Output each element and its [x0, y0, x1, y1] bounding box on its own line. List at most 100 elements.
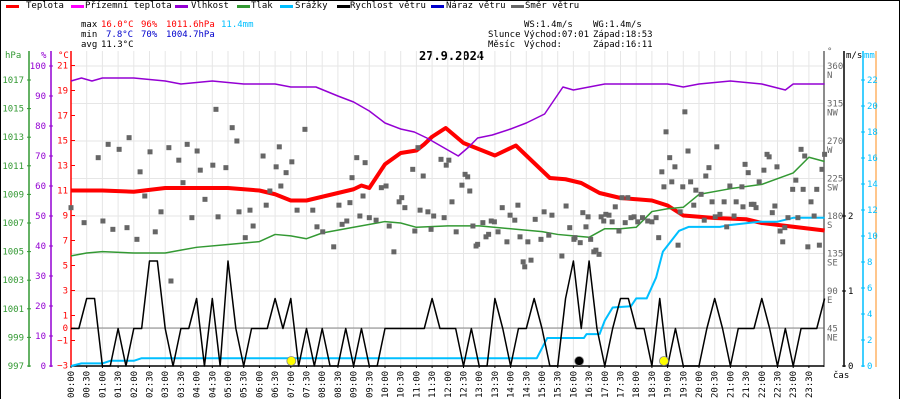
- direction-point: [745, 170, 751, 176]
- direction-point: [100, 218, 106, 224]
- legend-swatch: [511, 5, 524, 8]
- direction-point: [706, 165, 712, 171]
- legend-swatch: [175, 5, 188, 8]
- direction-point: [816, 242, 822, 248]
- direction-point: [402, 205, 408, 211]
- direction-point: [661, 184, 667, 190]
- direction-point: [782, 225, 788, 231]
- direction-point: [682, 109, 688, 115]
- direction-point: [798, 146, 804, 152]
- pressure-tick-label: 1007: [2, 219, 24, 229]
- humidity-tick-label: 70: [35, 152, 46, 162]
- direction-point: [616, 228, 622, 234]
- direction-point: [717, 211, 723, 217]
- moonset-time: Západ:16:11: [593, 40, 653, 50]
- direction-point: [619, 195, 625, 201]
- direction-point: [250, 223, 256, 229]
- temperature-tick-label: 7: [63, 237, 68, 247]
- direction-point: [580, 210, 586, 216]
- direction-point: [180, 180, 186, 186]
- direction-point: [410, 166, 416, 172]
- x-tick-label: 20:30: [711, 371, 721, 398]
- direction-point: [383, 183, 389, 189]
- rain-tick-label: 2: [867, 336, 872, 346]
- direction-point: [417, 207, 423, 213]
- direction-point: [431, 213, 437, 219]
- direction-point: [236, 209, 242, 215]
- humidity-tick-label: 60: [35, 182, 46, 192]
- x-tick-label: 17:30: [617, 371, 627, 398]
- humidity-tick-label: 20: [35, 302, 46, 312]
- direction-tick-label: 135: [827, 250, 843, 260]
- direction-point: [453, 229, 459, 235]
- direction-point: [739, 184, 745, 190]
- direction-point: [659, 169, 665, 175]
- direction-compass-label: SW: [827, 184, 838, 194]
- x-tick-label: 21:30: [742, 371, 752, 398]
- direction-point: [134, 236, 140, 242]
- direction-point: [396, 199, 402, 205]
- direction-point: [577, 240, 583, 246]
- direction-tick-label: 270: [827, 137, 843, 147]
- direction-point: [441, 215, 447, 221]
- x-tick-label: 05:30: [240, 371, 250, 398]
- x-tick-label: 14:30: [522, 371, 532, 398]
- wind-tick-label: 2: [848, 212, 853, 222]
- direction-point: [698, 191, 704, 197]
- pressure-tick-label: 1017: [2, 76, 24, 86]
- direction-point: [336, 202, 342, 208]
- direction-point: [234, 138, 240, 144]
- direction-point: [802, 153, 808, 159]
- direction-compass-label: NW: [827, 109, 838, 119]
- direction-point: [378, 185, 384, 191]
- direction-point: [761, 167, 767, 173]
- rain-tick-label: 8: [867, 258, 872, 268]
- humidity-tick-label: 10: [35, 332, 46, 342]
- direction-tick-label: 180: [827, 212, 843, 222]
- direction-point: [596, 251, 602, 257]
- temperature-tick-label: 11: [57, 187, 68, 197]
- direction-point: [693, 187, 699, 193]
- legend-label: Směr větru: [525, 1, 580, 11]
- direction-point: [480, 220, 486, 226]
- x-axis-label: čas: [833, 370, 849, 381]
- direction-point: [656, 235, 662, 241]
- legend-label: Rychlost větru: [350, 1, 426, 11]
- direction-compass-label: SE: [827, 259, 838, 269]
- x-tick-label: 10:30: [397, 371, 407, 398]
- direction-point: [344, 218, 350, 224]
- temperature-tick-label: 3: [63, 287, 68, 297]
- direction-point: [593, 247, 599, 253]
- direction-point: [420, 173, 426, 179]
- direction-point: [727, 183, 733, 189]
- direction-tick-label: 225: [827, 175, 843, 185]
- wind-gust-readout: WG:1.4m/s: [593, 20, 642, 30]
- direction-point: [124, 225, 130, 231]
- direction-point: [302, 126, 308, 132]
- temperature-unit-label: °C: [58, 51, 69, 61]
- stats-avg-temp: 11.3°C: [101, 40, 134, 50]
- moonset-marker-icon: [574, 356, 585, 366]
- direction-point: [819, 166, 825, 172]
- direction-point: [276, 144, 282, 150]
- temperature-tick-label: 19: [57, 87, 68, 97]
- temperature-tick-label: 0: [63, 324, 68, 334]
- legend-swatch: [280, 5, 293, 8]
- direction-point: [691, 202, 697, 208]
- direction-point: [320, 229, 326, 235]
- direction-point: [242, 235, 248, 241]
- direction-point: [486, 231, 492, 237]
- direction-point: [751, 201, 757, 207]
- rain-tick-label: 6: [867, 284, 872, 294]
- direction-point: [532, 216, 538, 222]
- direction-point: [742, 161, 748, 167]
- x-tick-label: 00:30: [83, 371, 93, 398]
- direction-tick-label: 315: [827, 100, 843, 110]
- direction-point: [373, 217, 379, 223]
- x-tick-label: 09:30: [365, 371, 375, 398]
- stats-avg-label: avg: [81, 40, 98, 50]
- direction-point: [147, 149, 153, 155]
- direction-point: [446, 157, 452, 163]
- legend-swatch: [237, 5, 250, 8]
